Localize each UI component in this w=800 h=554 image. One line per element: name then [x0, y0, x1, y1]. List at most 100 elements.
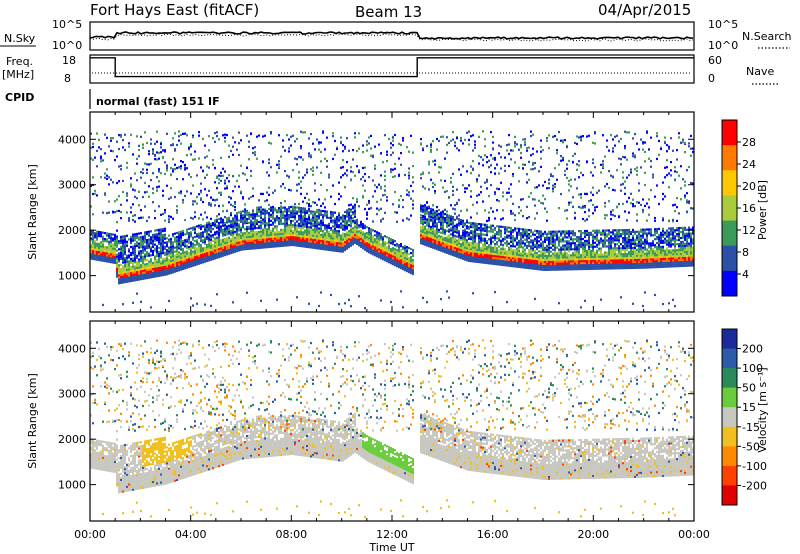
power-cell: [544, 258, 546, 261]
power-cell: [142, 271, 144, 274]
power-cell: [550, 240, 552, 243]
power-cell: [396, 245, 398, 248]
power-cell: [346, 215, 348, 218]
power-cell: [354, 207, 356, 210]
power-cell: [120, 273, 122, 276]
power-cell: [156, 233, 158, 236]
power-cell: [310, 132, 312, 136]
power-cell: [232, 249, 234, 252]
power-cell: [320, 247, 322, 250]
power-cell: [498, 188, 500, 191]
power-cell: [132, 239, 134, 242]
power-cell: [514, 239, 516, 242]
power-cell: [340, 140, 342, 143]
power-cell: [234, 244, 236, 247]
power-cell: [94, 234, 96, 237]
power-cell: [166, 259, 168, 262]
power-cell: [182, 243, 184, 247]
power-cell: [214, 233, 216, 236]
power-cell: [500, 241, 502, 244]
power-cell: [232, 204, 234, 208]
power-cell: [458, 230, 460, 233]
power-cell: [508, 226, 510, 229]
power-cell: [104, 255, 106, 259]
power-cell: [412, 190, 414, 193]
power-cell: [300, 218, 302, 222]
power-cell: [370, 232, 372, 235]
power-cell: [466, 221, 468, 224]
power-cell: [146, 168, 148, 171]
power-cell: [248, 247, 250, 250]
power-cell: [536, 251, 538, 255]
power-cell: [234, 202, 236, 205]
power-cell: [516, 241, 518, 244]
power-cell: [394, 175, 396, 178]
power-cell: [108, 240, 110, 243]
power-cell: [202, 225, 204, 228]
power-cell: [146, 252, 148, 256]
power-cell: [496, 253, 498, 256]
power-cell: [434, 245, 436, 248]
power-cell: [376, 213, 378, 216]
power-cell: [466, 170, 468, 173]
power-cell: [158, 268, 160, 271]
power-cell: [186, 167, 188, 170]
power-cell: [250, 221, 252, 224]
power-cell: [136, 256, 138, 260]
power-cell: [370, 248, 372, 251]
power-cell: [208, 245, 210, 248]
power-cell: [536, 257, 538, 261]
power-cell: [358, 170, 360, 174]
power-cell: [470, 195, 472, 198]
power-cell: [322, 237, 324, 241]
power-cell: [312, 173, 314, 176]
power-cell: [338, 232, 340, 235]
power-cell: [166, 255, 168, 258]
power-cell: [512, 259, 514, 262]
power-cell: [258, 232, 260, 236]
power-cell: [136, 260, 138, 264]
power-cell: [438, 240, 440, 243]
power-cell: [284, 222, 286, 225]
power-cell: [340, 236, 342, 239]
power-cell: [220, 156, 222, 159]
power-cell: [160, 262, 162, 265]
power-cell: [144, 249, 146, 252]
power-cell: [264, 246, 266, 249]
power-cell: [126, 161, 128, 164]
power-cell: [382, 194, 384, 197]
power-cell: [198, 193, 200, 196]
power-cell: [94, 248, 96, 251]
power-cell: [388, 243, 390, 246]
power-cell: [100, 249, 102, 252]
power-cell: [234, 238, 236, 241]
power-cell: [304, 215, 306, 218]
power-cell: [276, 211, 278, 214]
power-cell: [398, 266, 400, 269]
power-cell: [398, 254, 400, 257]
power-cell: [548, 262, 550, 265]
power-cell: [208, 166, 210, 169]
power-cell: [358, 205, 360, 208]
power-cell: [436, 242, 438, 245]
power-cell: [252, 215, 254, 218]
nsky-frame: [89, 21, 695, 51]
power-cell: [456, 235, 458, 238]
power-cell: [288, 206, 290, 209]
power-cell: [320, 237, 322, 240]
power-cell: [516, 235, 518, 238]
power-cell: [122, 179, 124, 183]
power-cell: [474, 244, 476, 247]
power-cell: [362, 175, 364, 179]
power-cell: [422, 224, 424, 228]
power-cell: [130, 241, 132, 245]
power-cell: [338, 250, 340, 253]
power-cell: [486, 255, 488, 259]
power-cell: [268, 231, 270, 235]
power-cell: [204, 256, 206, 259]
power-cell: [372, 237, 374, 240]
power-cell: [194, 239, 196, 243]
power-cell: [542, 184, 544, 187]
power-cell: [342, 228, 344, 231]
power-cell: [260, 216, 262, 219]
